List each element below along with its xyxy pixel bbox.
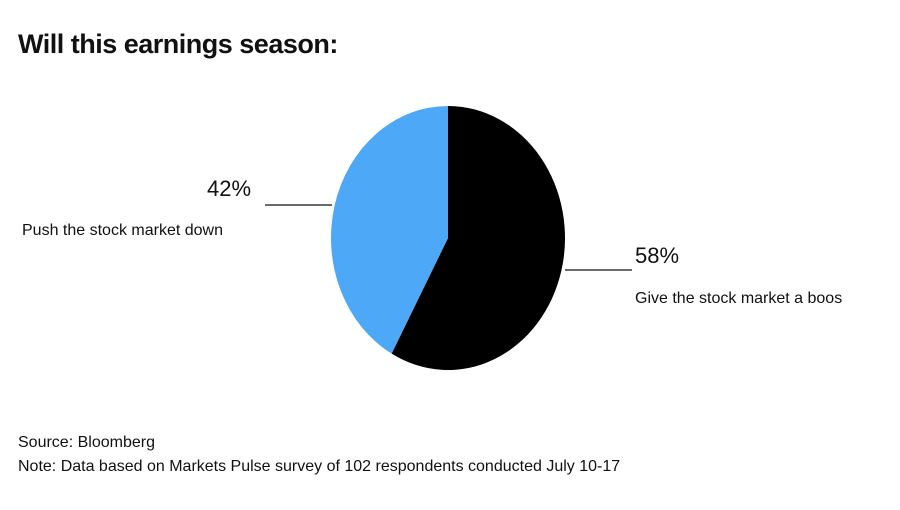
pie-slice (331, 106, 448, 354)
pie-slice (391, 106, 566, 370)
note: Note: Data based on Markets Pulse survey… (18, 458, 620, 475)
category-label: Give the stock market a boos (635, 290, 842, 307)
value-label: 58% (635, 243, 679, 268)
category-label: Push the stock market down (22, 222, 223, 239)
source: Source: Bloomberg (18, 434, 155, 451)
value-label: 42% (207, 176, 251, 201)
chart-title: Will this earnings season: (18, 29, 338, 59)
